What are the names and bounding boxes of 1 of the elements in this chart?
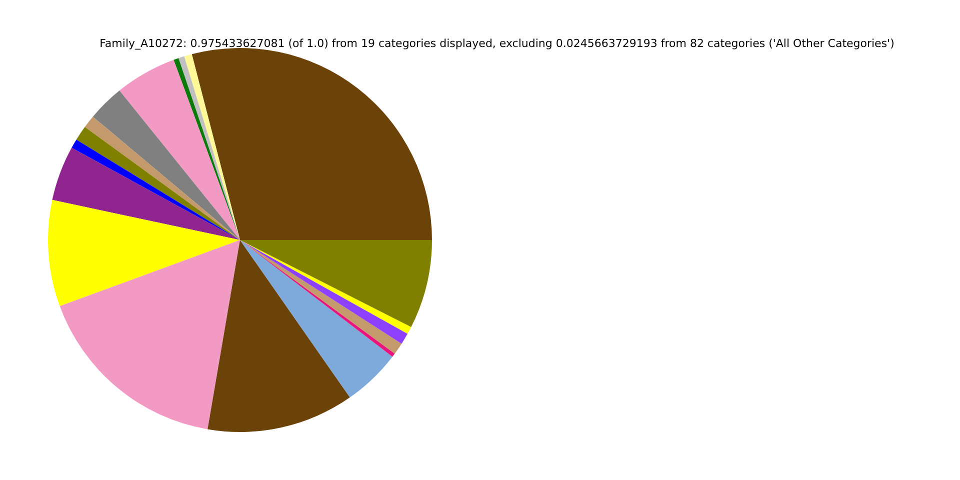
text: Family_A10272: 0.975433627081 (of 1.0) from 19 categories displayed, excluding 0.0245663729193 from 82 categories ('All Other Categories') — [100, 37, 894, 50]
